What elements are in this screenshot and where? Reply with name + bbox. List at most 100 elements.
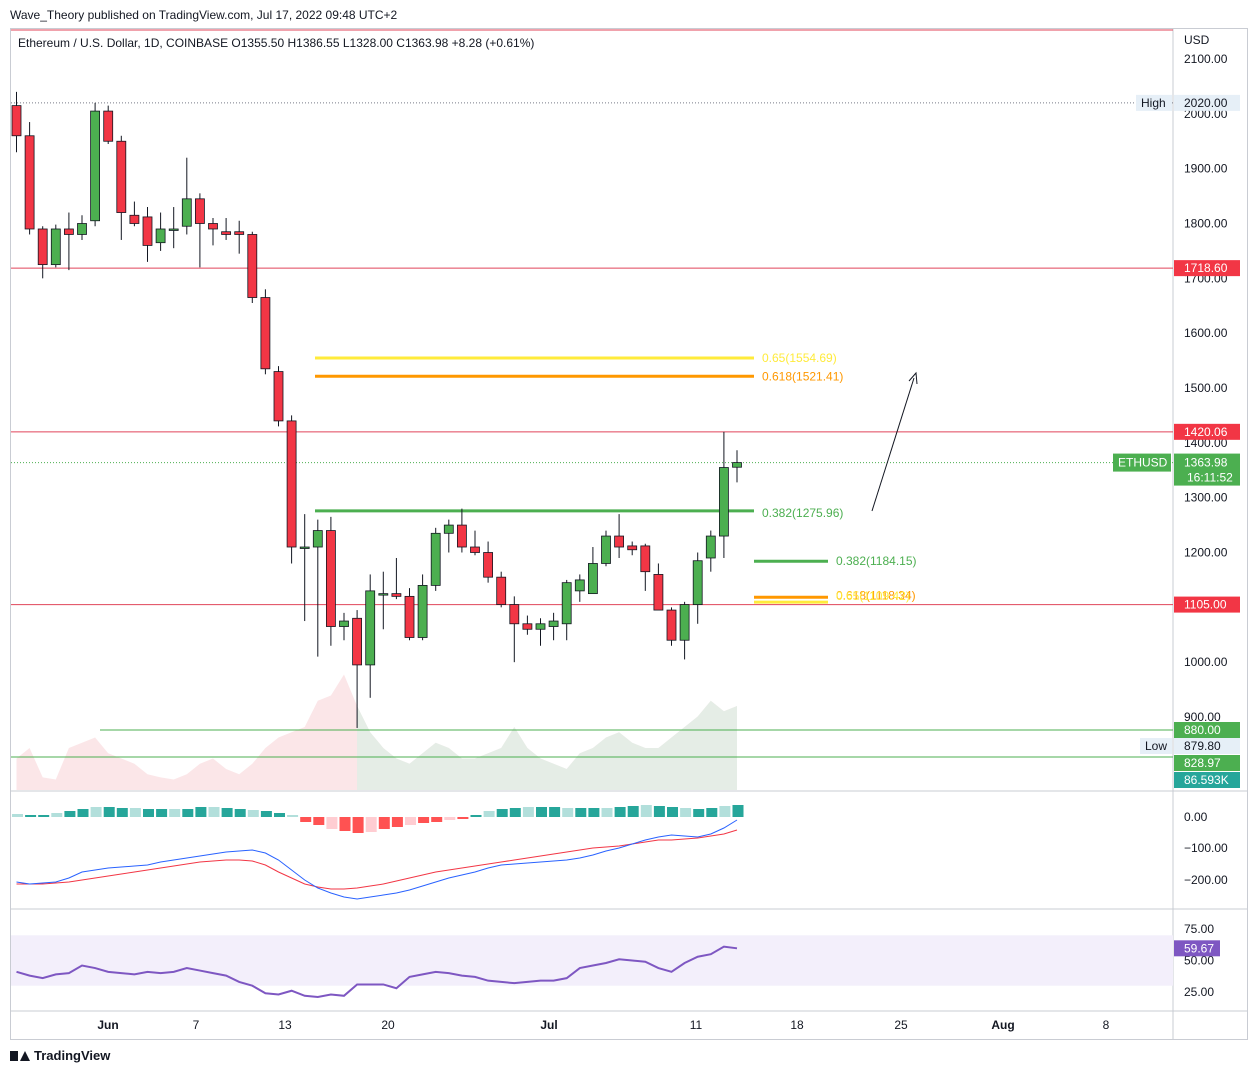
candle-body xyxy=(443,524,454,534)
fib-level-label: 0.65(1109.42) xyxy=(836,589,910,603)
candle-body xyxy=(470,546,480,553)
symbol-name: Ethereum / U.S. Dollar, 1D, COINBASE xyxy=(18,36,231,50)
publisher-caption: Wave_Theory published on TradingView.com… xyxy=(10,8,398,22)
candle-body xyxy=(11,105,22,137)
candle-body xyxy=(627,545,638,551)
candle-body xyxy=(352,617,363,666)
time-tick-label: 11 xyxy=(690,1018,703,1032)
candle-body xyxy=(312,530,323,548)
price-tick-label: 1000.00 xyxy=(1184,655,1228,669)
level-badge: 1105.00 xyxy=(1184,598,1227,612)
candle-body xyxy=(181,198,192,227)
candle-body xyxy=(456,524,467,548)
candle-body xyxy=(404,595,415,638)
candle-body xyxy=(64,228,74,235)
macd-histogram-bar xyxy=(444,817,456,820)
macd-histogram-bar xyxy=(260,811,272,817)
candle-body xyxy=(129,214,140,224)
macd-histogram-bar xyxy=(536,807,547,817)
ohlc-label: C xyxy=(396,36,405,50)
candle-body xyxy=(273,371,284,422)
candle-body xyxy=(679,604,690,641)
macd-histogram-bar xyxy=(64,811,76,817)
macd-histogram-bar xyxy=(522,807,534,817)
candle-body xyxy=(705,535,716,559)
macd-histogram-bar xyxy=(129,808,141,817)
countdown-label: 16:11:52 xyxy=(1187,471,1233,485)
level-badge: 828.97 xyxy=(1184,756,1221,770)
candle-body xyxy=(666,609,677,641)
macd-histogram-bar xyxy=(12,814,23,817)
ohlc-value: 1355.50 xyxy=(241,36,288,50)
tradingview-wordmark: TradingView xyxy=(34,1048,111,1063)
macd-histogram-bar xyxy=(601,808,613,817)
ohlc-value: 1328.00 xyxy=(350,36,397,50)
price-tick-label: 1600.00 xyxy=(1184,326,1228,340)
candle-body xyxy=(247,234,258,298)
candle-body xyxy=(365,590,376,666)
macd-tick-label: −200.00 xyxy=(1184,873,1228,887)
symbol-tag-bg xyxy=(1113,453,1171,472)
candle-body xyxy=(391,593,402,597)
macd-histogram-bar xyxy=(38,815,50,817)
candle-body xyxy=(719,467,729,537)
candle-body xyxy=(509,604,520,625)
time-tick-label: Jun xyxy=(97,1018,118,1032)
macd-histogram-bar xyxy=(208,807,220,817)
macd-histogram-bar xyxy=(470,815,482,817)
volume-badge-bg xyxy=(1174,772,1240,788)
macd-histogram-bar xyxy=(300,817,312,822)
macd-histogram-bar xyxy=(509,808,521,817)
macd-histogram-bar xyxy=(640,805,652,817)
high-tag-bg xyxy=(1136,94,1172,111)
macd-histogram-bar xyxy=(25,815,37,817)
macd-histogram-bar xyxy=(627,806,639,817)
rsi-tick-label: 50.00 xyxy=(1184,954,1214,968)
macd-histogram-bar xyxy=(431,817,443,822)
macd-histogram-bar xyxy=(378,817,390,829)
price-tick-label: 2100.00 xyxy=(1184,52,1228,66)
candle-body xyxy=(325,530,336,627)
price-change: +8.28 (+0.61%) xyxy=(452,36,535,50)
macd-histogram-bar xyxy=(562,808,574,817)
candle-body xyxy=(77,223,87,235)
ohlc-value: 1363.98 xyxy=(405,36,452,50)
candle-body xyxy=(155,228,166,244)
price-tick-label: 1900.00 xyxy=(1184,162,1228,176)
macd-histogram-bar xyxy=(680,808,692,817)
macd-histogram-bar xyxy=(483,811,495,817)
macd-histogram-bar xyxy=(234,809,246,817)
last-price-value: 1363.98 xyxy=(1184,456,1228,470)
symbol-tag-label: ETHUSD xyxy=(1118,456,1168,470)
macd-histogram-bar xyxy=(195,807,207,817)
macd-tick-label: −100.00 xyxy=(1184,841,1228,855)
low-tag-label: Low xyxy=(1145,739,1167,753)
tradingview-logo[interactable]: TradingView xyxy=(10,1048,110,1063)
high-badge: 2020.00 xyxy=(1184,96,1228,110)
macd-histogram-bar xyxy=(732,805,744,817)
candle-body xyxy=(234,231,245,235)
macd-histogram-bar xyxy=(274,813,285,817)
level-badge: 1718.60 xyxy=(1184,261,1228,275)
time-tick-label: Jul xyxy=(540,1018,557,1032)
macd-histogram-bar xyxy=(457,817,469,819)
level-badge-bg xyxy=(1174,755,1240,771)
macd-histogram-bar xyxy=(614,807,626,817)
rsi-band xyxy=(11,935,1173,986)
fib-level-label: 0.382(1275.96) xyxy=(762,506,843,520)
last-price-badge-bg xyxy=(1174,453,1240,486)
candle-body xyxy=(260,297,271,370)
macd-histogram-bar xyxy=(418,817,430,823)
candle-body xyxy=(286,420,297,548)
macd-histogram-bar xyxy=(667,807,678,817)
price-tick-label: 1500.00 xyxy=(1184,381,1228,395)
ohlc-label: O xyxy=(231,36,240,50)
macd-histogram-bar xyxy=(116,808,128,817)
candle-body xyxy=(142,216,153,246)
candle-body xyxy=(483,552,494,578)
time-tick-label: 18 xyxy=(790,1018,804,1032)
candle-body xyxy=(732,462,742,468)
macd-histogram-bar xyxy=(90,807,102,817)
fib-level-label: 0.618(1521.41) xyxy=(762,369,843,383)
